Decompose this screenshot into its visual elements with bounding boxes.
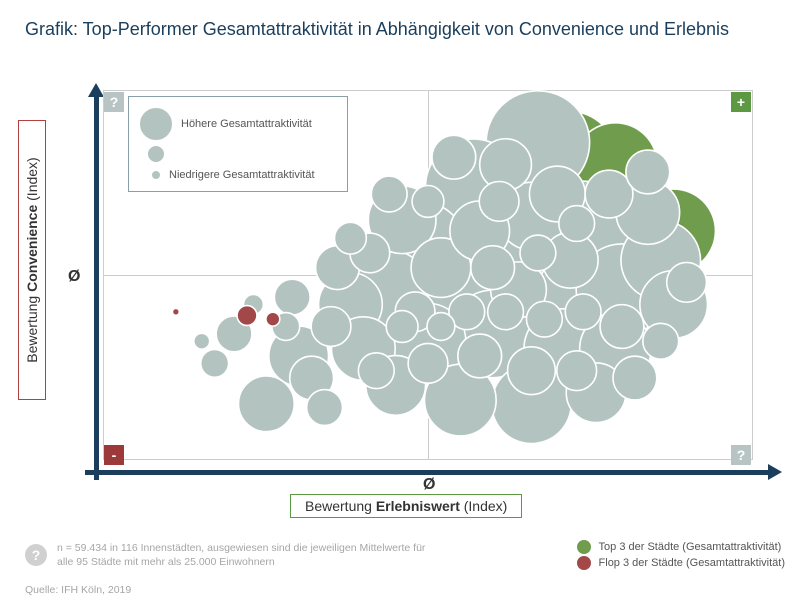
bubble [311,307,351,347]
x-axis [85,466,780,476]
footer-legend-flop: Flop 3 der Städte (Gesamtattraktivität) [577,556,785,570]
x-axis-mid-symbol: Ø [423,476,435,494]
corner-bottom-right-q: ? [731,445,751,465]
bubble [479,182,519,222]
corner-top-right-plus: + [731,92,751,112]
bubble [386,311,418,343]
bubble [274,279,310,315]
source-text: Quelle: IFH Köln, 2019 [25,584,131,596]
bubble [667,262,707,302]
legend-low-label: Niedrigere Gesamtattraktivität [169,169,315,181]
legend-low-row: Niedrigere Gesamtattraktivität [151,169,315,181]
y-axis-label: Bewertung Convenience (Index) [24,157,40,362]
footer-legend-flop-label: Flop 3 der Städte (Gesamtattraktivität) [599,557,785,569]
bubble [626,150,670,194]
footer-legend-top-label: Top 3 der Städte (Gesamtattraktivität) [599,541,782,553]
bubble [613,356,657,400]
bubble [172,308,179,315]
bubble [194,333,210,349]
bubble [559,206,595,242]
bubble [458,334,502,378]
bubble [508,347,556,395]
footer-legend-top: Top 3 der Städte (Gesamtattraktivität) [577,540,785,554]
bubble [643,323,679,359]
corner-bottom-left-minus: - [104,445,124,465]
x-axis-label: Bewertung Erlebniswert (Index) [305,498,507,514]
top-swatch-icon [577,540,591,554]
bubble [427,313,455,341]
chart-legend-box: Höhere Gesamtattraktivität Niedrigere Ge… [128,96,348,192]
bubble [565,294,601,330]
x-axis-line [85,470,770,475]
bubble [266,312,280,326]
bubble [408,343,448,383]
bubble [239,376,295,432]
bubble [585,170,633,218]
y-axis-line [94,95,99,480]
y-axis-label-box: Bewertung Convenience (Index) [18,120,46,400]
x-axis-label-box: Bewertung Erlebniswert (Index) [290,494,522,518]
y-axis [90,85,100,480]
bubble [237,306,257,326]
footnote-text: n = 59.434 in 116 Innenstädten, ausgewie… [57,541,437,569]
footer-row: ? n = 59.434 in 116 Innenstädten, ausgew… [25,538,785,572]
bubble [557,351,597,391]
bubble [471,246,515,290]
footer-legend: Top 3 der Städte (Gesamtattraktivität) F… [577,538,785,572]
bubble [371,176,407,212]
legend-high-label: Höhere Gesamtattraktivität [181,118,312,130]
bubble [520,235,556,271]
corner-top-left-q: ? [104,92,124,112]
bubble [432,135,476,179]
legend-mid-row [147,145,165,163]
bubble [335,222,367,254]
legend-high-row: Höhere Gesamtattraktivität [139,107,312,141]
info-icon: ? [25,544,47,566]
bubble [412,185,444,217]
legend-bubble-mid-icon [147,145,165,163]
bubble [488,294,524,330]
bubble [358,353,394,389]
bubble [526,301,562,337]
x-axis-arrow-icon [768,464,782,480]
bubble [201,349,229,377]
legend-bubble-large-icon [139,107,173,141]
bubble [307,390,343,426]
legend-bubble-small-icon [151,170,161,180]
footnote: ? n = 59.434 in 116 Innenstädten, ausgew… [25,541,437,569]
chart-title: Grafik: Top-Performer Gesamtattraktivitä… [25,18,785,41]
bubble [600,305,644,349]
flop-swatch-icon [577,556,591,570]
y-axis-mid-symbol: Ø [68,268,80,286]
